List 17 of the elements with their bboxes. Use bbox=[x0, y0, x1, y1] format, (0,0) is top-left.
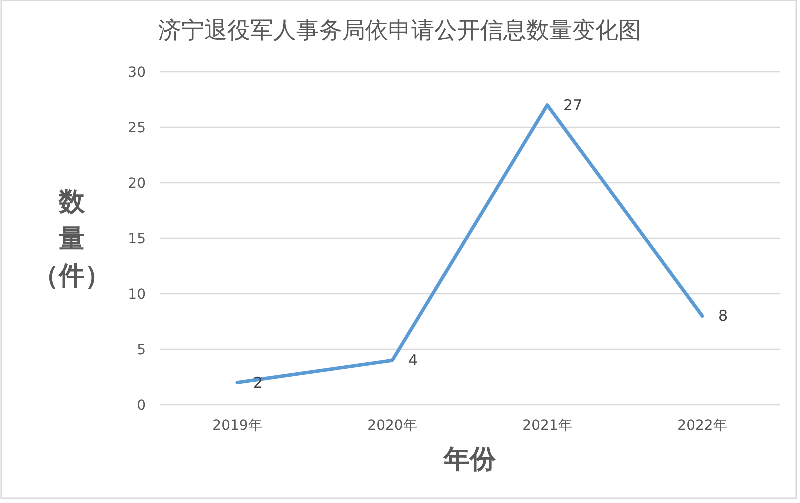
x-tick-label: 2021年 bbox=[522, 418, 572, 434]
y-tick-label: 10 bbox=[128, 287, 146, 303]
chart-title: 济宁退役军人事务局依申请公开信息数量变化图 bbox=[158, 18, 642, 44]
y-axis-title: 数量（件） bbox=[33, 188, 111, 292]
x-tick-label: 2020年 bbox=[368, 418, 418, 434]
x-tick-label: 2022年 bbox=[678, 418, 728, 434]
data-label: 8 bbox=[718, 307, 728, 326]
x-tick-label: 2019年 bbox=[212, 418, 262, 434]
x-axis-title: 年份 bbox=[443, 445, 497, 475]
y-tick-label: 30 bbox=[128, 65, 146, 81]
y-tick-label: 20 bbox=[128, 176, 146, 192]
data-label: 4 bbox=[408, 352, 418, 370]
y-tick-label: 25 bbox=[128, 120, 146, 136]
y-tick-label: 5 bbox=[137, 342, 146, 358]
data-label: 27 bbox=[564, 96, 583, 114]
y-tick-label: 15 bbox=[128, 232, 146, 248]
y-tick-label: 0 bbox=[137, 398, 146, 414]
